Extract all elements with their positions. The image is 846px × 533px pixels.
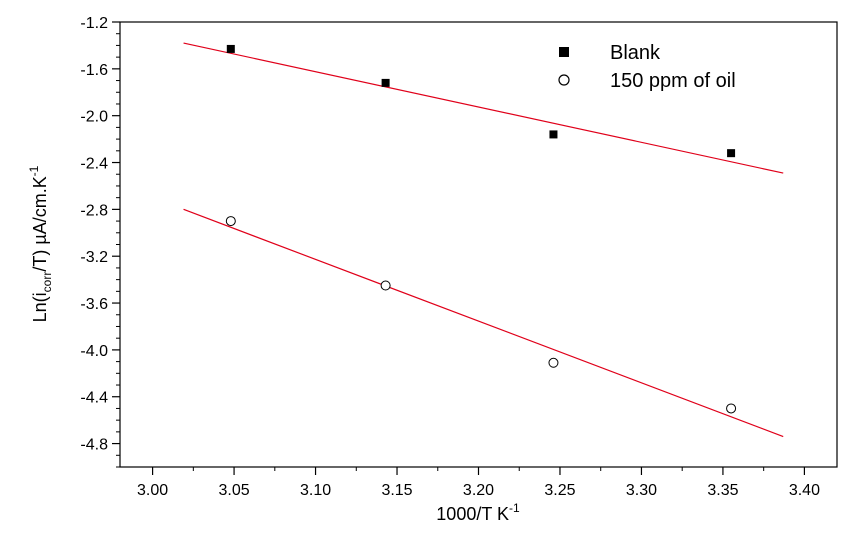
fit-lines — [183, 42, 784, 438]
y-tick-label: -2.4 — [80, 156, 108, 173]
x-tick-label: 3.05 — [218, 482, 249, 499]
x-tick-label: 3.35 — [707, 482, 738, 499]
x-tick-label: 3.10 — [300, 482, 331, 499]
point-series-1 — [549, 130, 558, 139]
y-axis-title-sub: corr — [40, 272, 54, 293]
x-tick-label: 3.00 — [137, 482, 168, 499]
y-tick-label: -3.6 — [80, 296, 108, 313]
legend-marker — [559, 47, 569, 57]
point-series-1 — [226, 44, 235, 53]
x-tick-label: 3.30 — [626, 482, 657, 499]
y-axis-title-middle: /T) µA/cm.K — [30, 176, 50, 271]
y-axis-title-sup: -1 — [27, 165, 41, 176]
legend-marker — [558, 74, 570, 86]
y-tick-label: -1.6 — [80, 62, 108, 79]
y-tick-label: -3.2 — [80, 249, 108, 266]
y-tick-label: -4.8 — [80, 437, 108, 454]
fit-line-series-1 — [183, 42, 784, 174]
y-axis-title-prefix: Ln(i — [30, 292, 50, 322]
y-axis: -1.2 -1.6 -2.0 -2.4 -2.8 -3.2 -3.6 -4.0 -4.4 -4.8 — [80, 15, 120, 468]
y-tick-label: -1.2 — [80, 15, 108, 32]
point-series-2 — [380, 280, 391, 291]
x-axis-title-text: 1000/T K — [436, 504, 509, 524]
y-tick-label: -4.0 — [80, 343, 108, 360]
point-series-2 — [548, 357, 559, 368]
y-tick-label: -4.4 — [80, 390, 108, 407]
x-axis-title: 1000/T K-1 — [436, 501, 520, 524]
x-tick-label: 3.20 — [463, 482, 494, 499]
legend-label: Blank — [610, 42, 661, 64]
point-series-1 — [381, 78, 390, 87]
point-series-2 — [225, 216, 236, 227]
legend: Blank 150 ppm of oil — [558, 42, 736, 92]
legend-label: 150 ppm of oil — [610, 70, 736, 92]
y-axis-title: Ln(icorr/T) µA/cm.K-1 — [27, 165, 54, 322]
x-tick-label: 3.25 — [544, 482, 575, 499]
point-series-2 — [726, 403, 737, 414]
y-tick-label: -2.0 — [80, 109, 108, 126]
fit-line-series-2 — [183, 208, 784, 438]
x-axis-title-sup: -1 — [509, 501, 520, 515]
x-axis: 3.00 3.05 3.10 3.15 3.20 3.25 3.30 3.35 3.40 — [137, 467, 820, 499]
y-tick-label: -2.8 — [80, 202, 108, 219]
x-tick-label: 3.15 — [381, 482, 412, 499]
data-points — [225, 44, 737, 414]
x-tick-label: 3.40 — [789, 482, 820, 499]
point-series-1 — [727, 149, 736, 158]
